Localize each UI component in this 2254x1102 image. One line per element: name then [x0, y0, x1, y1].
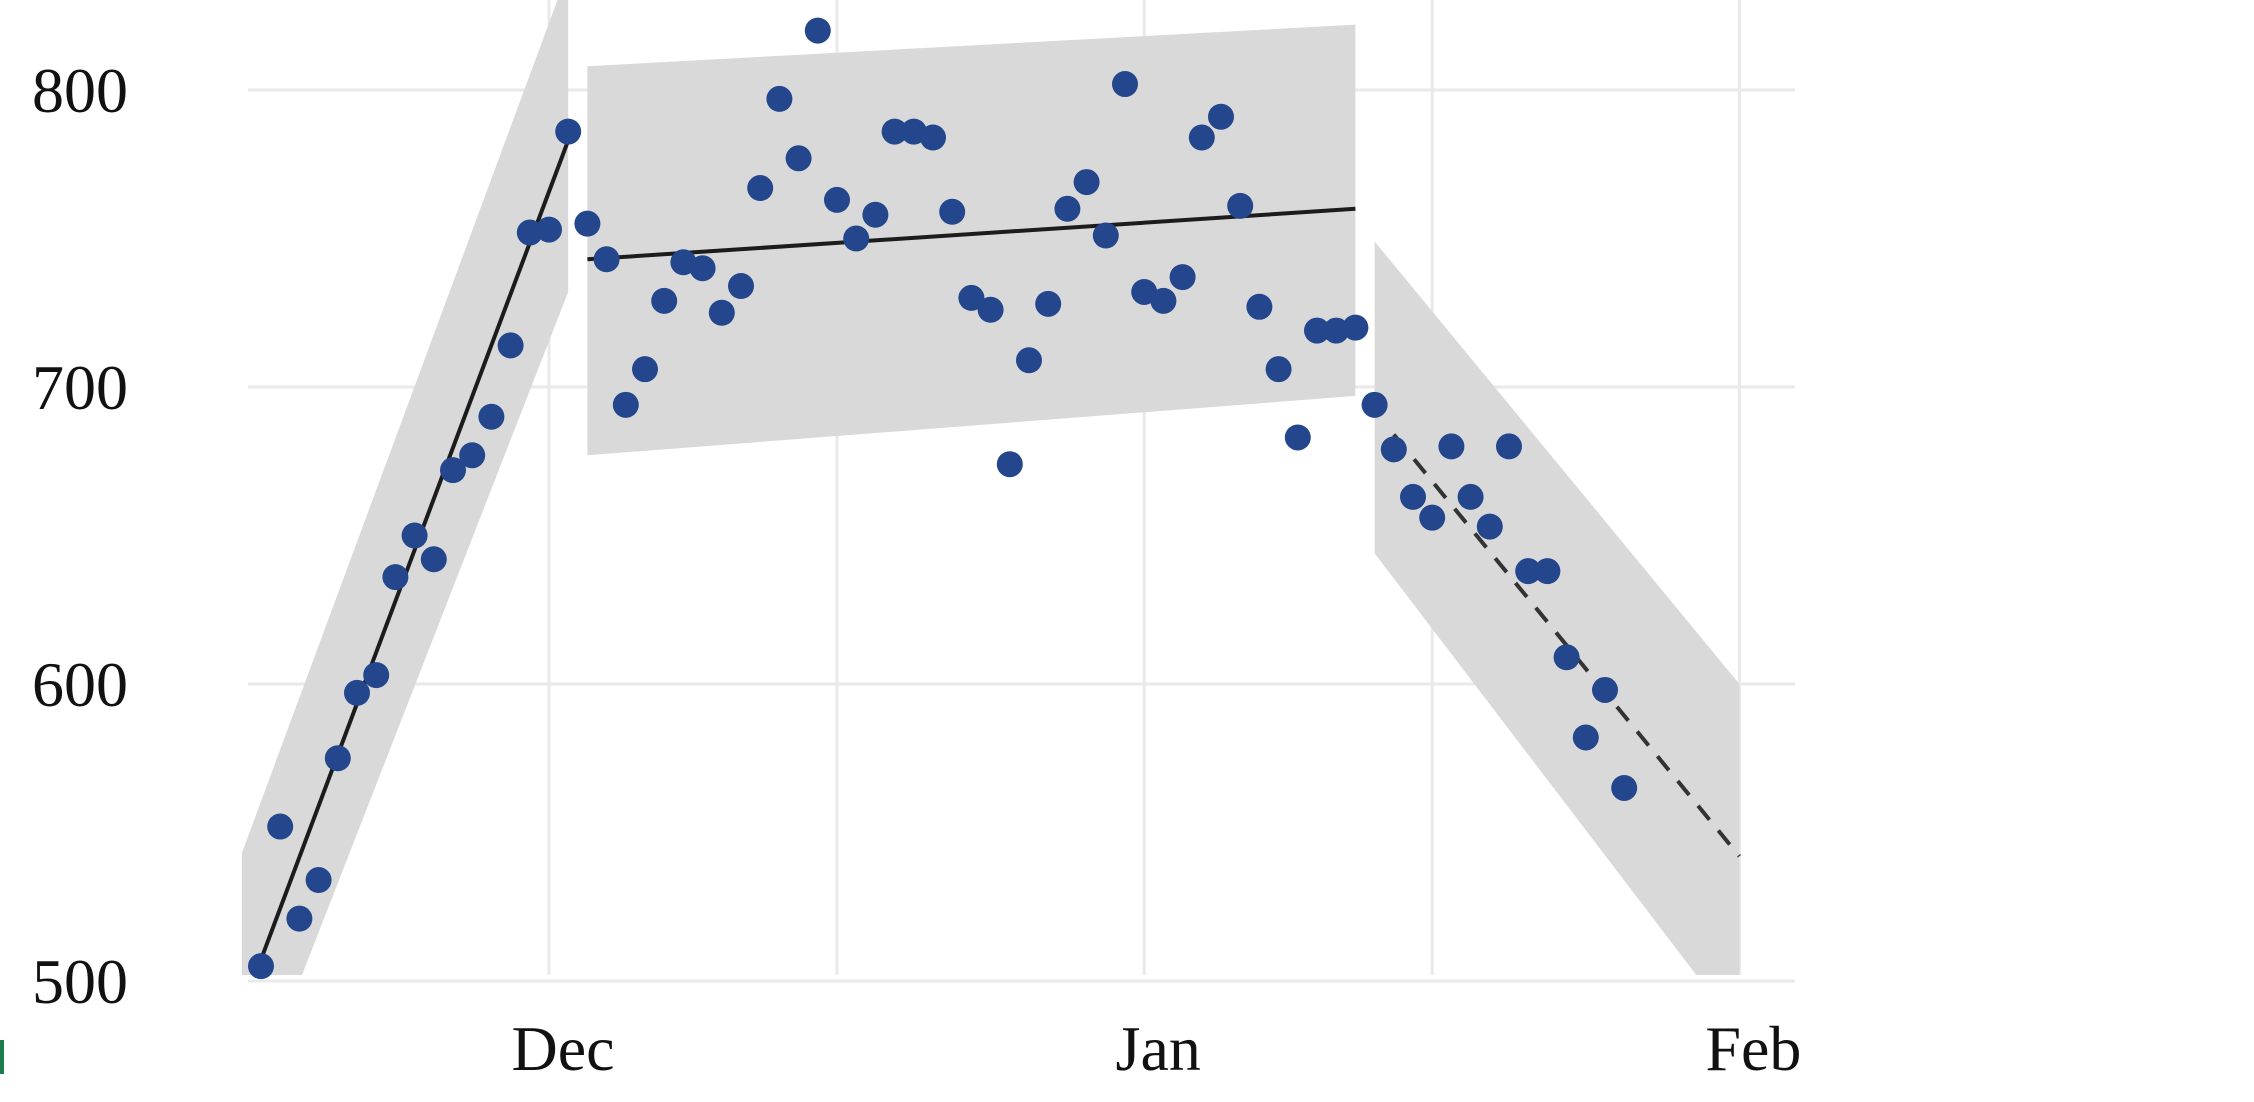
data-point [574, 210, 601, 237]
data-point [1265, 356, 1292, 383]
data-point [1592, 676, 1618, 703]
data-point [248, 953, 274, 980]
data-point [1400, 483, 1426, 510]
data-point [1284, 424, 1311, 451]
data-point [1380, 436, 1407, 463]
data-point [785, 145, 812, 172]
data-point [843, 225, 870, 252]
data-point [632, 356, 658, 383]
data-point [939, 198, 966, 225]
data-point [881, 118, 908, 145]
confidence-band-3 [1374, 241, 1740, 975]
data-point [612, 391, 639, 418]
data-point [497, 332, 524, 359]
data-point [440, 457, 466, 484]
x-tick-label: Dec [511, 1013, 614, 1084]
data-point [344, 679, 370, 706]
left-edge-marker [0, 1040, 4, 1074]
data-point [1515, 558, 1542, 585]
data-point [324, 745, 351, 772]
data-point [363, 662, 390, 689]
x-tick-label: Feb [1705, 1013, 1801, 1084]
data-point [555, 118, 582, 145]
data-point [401, 522, 428, 549]
trend-line-2 [587, 206, 1356, 262]
confidence-bands [241, 0, 1740, 975]
data-point [267, 813, 294, 840]
data-point [305, 867, 332, 894]
data-point [977, 296, 1004, 323]
data-point [1438, 433, 1465, 460]
data-point [478, 403, 505, 430]
x-tick-label: Jan [1116, 1013, 1201, 1084]
data-point [1457, 483, 1484, 510]
data-point [516, 219, 543, 246]
data-points [248, 17, 1638, 980]
data-point [1611, 774, 1638, 801]
data-point [651, 287, 678, 314]
data-point [862, 201, 889, 228]
data-point [1246, 293, 1273, 320]
data-point [286, 905, 313, 932]
data-point [593, 246, 620, 273]
data-point [1092, 222, 1119, 249]
data-point [1016, 347, 1042, 374]
data-point [1208, 103, 1234, 130]
data-point [1112, 71, 1138, 98]
y-tick-label: 600 [32, 649, 128, 720]
data-point [1361, 391, 1388, 418]
y-axis-tick-labels: 500 600 700 800 [32, 55, 128, 1017]
data-point [1323, 317, 1350, 344]
data-point [804, 17, 831, 44]
data-point [708, 299, 735, 326]
data-point [1534, 558, 1561, 585]
data-point [728, 273, 754, 300]
data-point [382, 564, 409, 591]
data-point [1188, 124, 1215, 151]
data-point [996, 451, 1023, 478]
data-point [1496, 433, 1522, 460]
data-point [1227, 192, 1254, 219]
data-point [1054, 195, 1081, 222]
data-point [1553, 644, 1580, 671]
confidence-band-2 [587, 24, 1356, 456]
y-tick-label: 700 [32, 352, 128, 423]
data-point [747, 175, 774, 202]
y-tick-label: 500 [32, 946, 128, 1017]
data-point [1476, 513, 1503, 540]
data-point [1419, 504, 1446, 531]
data-point [1342, 314, 1369, 341]
y-tick-label: 800 [32, 55, 128, 126]
data-point [920, 124, 946, 151]
data-point [1150, 287, 1177, 314]
data-point [1169, 264, 1196, 291]
data-point [689, 255, 716, 282]
data-point [958, 284, 985, 311]
x-axis-tick-labels: Dec Jan Feb [511, 1013, 1801, 1084]
data-point [1035, 290, 1062, 317]
confidence-band-1 [241, 0, 569, 975]
data-point [824, 186, 850, 213]
data-point [420, 546, 447, 573]
data-point [1073, 169, 1100, 196]
data-point [1572, 724, 1599, 751]
data-point [766, 85, 793, 112]
data-point [1304, 317, 1330, 344]
data-point [459, 442, 486, 469]
data-point [536, 216, 562, 243]
